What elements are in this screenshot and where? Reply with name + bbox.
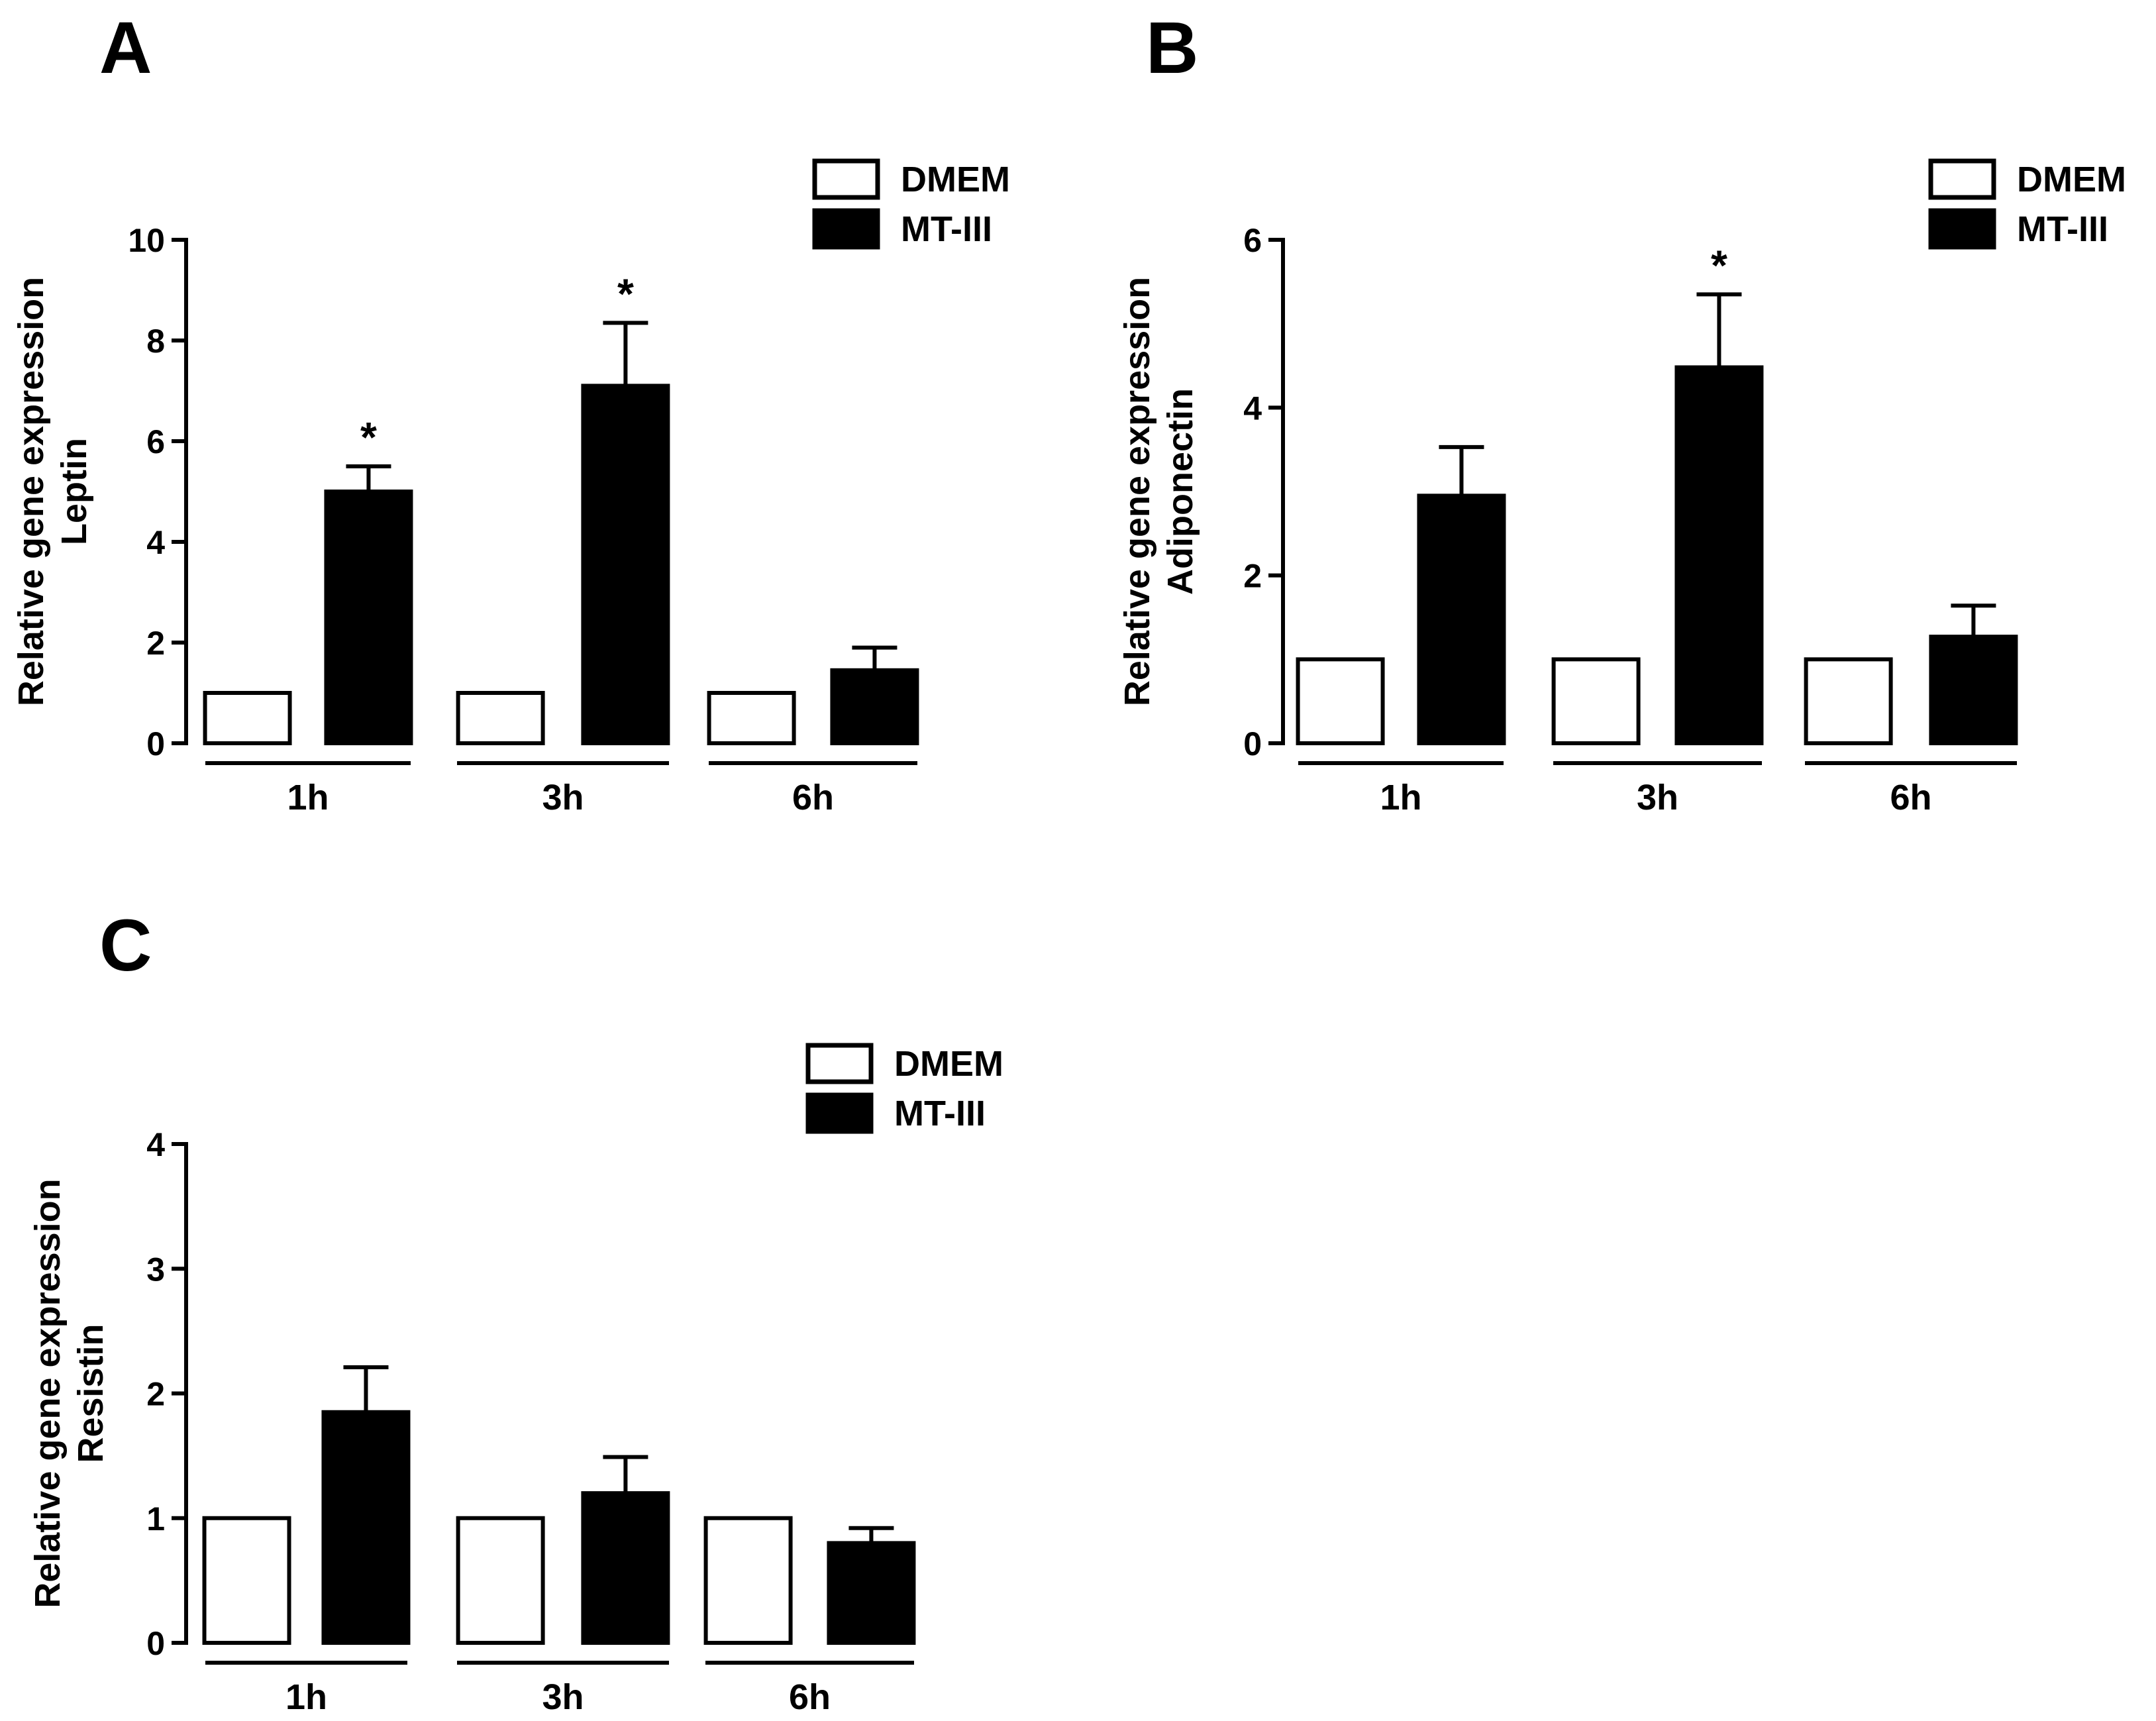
- y-tick-label: 4: [1243, 390, 1262, 427]
- y-tick-label: 6: [146, 423, 165, 460]
- y-tick-label: 0: [146, 1625, 165, 1662]
- bar-dmem-1h: [1296, 657, 1385, 745]
- panel-b: B 0 2 4 6 Relative gene expression Adiponectin…: [1117, 7, 2126, 817]
- x-category-label: 1h: [287, 778, 329, 817]
- panel-letter: B: [1146, 7, 1198, 89]
- y-tick-label: 0: [1243, 725, 1262, 762]
- bar-mt-iii-6h: [830, 668, 919, 745]
- y-tick-label: 3: [146, 1251, 165, 1288]
- legend-label-dmem: DMEM: [901, 160, 1010, 199]
- legend-label-mt-iii: MT-III: [894, 1094, 986, 1133]
- legend-swatch-mt-iii: [812, 208, 880, 250]
- legend-swatch-mt-iii: [805, 1092, 874, 1134]
- bar-dmem-3h: [1551, 657, 1641, 745]
- y-tick-label: 0: [146, 725, 165, 762]
- significance-marker: *: [617, 270, 634, 317]
- y-tick-label: 10: [128, 222, 165, 259]
- bar-dmem-6h: [703, 1516, 793, 1645]
- y-tick-label: 4: [146, 524, 165, 561]
- significance-marker: *: [1711, 241, 1727, 289]
- bar-mt-iii-6h: [827, 1541, 916, 1645]
- bar-dmem-3h: [456, 691, 545, 745]
- x-category-label: 3h: [542, 778, 584, 817]
- bar-mt-iii-1h: [321, 1410, 411, 1645]
- panel-letter: C: [99, 905, 152, 986]
- bar-mt-iii-1h: [1417, 494, 1506, 745]
- x-category-label: 3h: [1637, 778, 1678, 817]
- legend-label-mt-iii: MT-III: [901, 209, 992, 249]
- bar-dmem-1h: [203, 691, 292, 745]
- bar-mt-iii-3h: [581, 384, 670, 745]
- bar-mt-iii-3h: [1674, 365, 1764, 745]
- bar-mt-iii-1h: [324, 490, 413, 745]
- significance-marker: *: [360, 413, 377, 461]
- x-category-label: 3h: [542, 1677, 584, 1717]
- bar-dmem-6h: [707, 691, 796, 745]
- legend-swatch-dmem: [805, 1043, 874, 1084]
- y-axis-label: Relative gene expression: [11, 277, 51, 706]
- legend-label-mt-iii: MT-III: [2017, 209, 2108, 249]
- legend-label-dmem: DMEM: [894, 1044, 1003, 1084]
- x-category-label: 6h: [789, 1677, 831, 1717]
- panel-letter: A: [99, 7, 152, 89]
- y-tick-label: 4: [146, 1126, 165, 1163]
- x-category-label: 1h: [285, 1677, 327, 1717]
- bar-mt-iii-3h: [581, 1491, 670, 1645]
- panel-c: C 0 1 2 3 4 Relative gene expression Resistin 1h…: [28, 905, 1003, 1717]
- legend-swatch-mt-iii: [1928, 208, 1996, 250]
- bar-dmem-1h: [202, 1516, 291, 1645]
- panel-a: A 0 2 4 6 8 10 Relative gene expression Leptin * 1…: [11, 7, 1010, 817]
- y-tick-label: 8: [146, 323, 165, 360]
- bar-dmem-3h: [456, 1516, 545, 1645]
- y-axis-sublabel: Leptin: [54, 438, 94, 545]
- y-axis-label: Relative gene expression: [1117, 277, 1157, 706]
- bar-dmem-6h: [1804, 657, 1893, 745]
- y-axis-sublabel: Adiponectin: [1160, 388, 1200, 595]
- y-tick-label: 2: [1243, 558, 1262, 595]
- y-tick-label: 2: [146, 1376, 165, 1413]
- legend-swatch-dmem: [1928, 158, 1996, 200]
- x-category-label: 6h: [1890, 778, 1931, 817]
- x-category-label: 6h: [792, 778, 834, 817]
- bar-mt-iii-6h: [1929, 635, 2018, 746]
- y-tick-label: 1: [146, 1500, 165, 1538]
- x-category-label: 1h: [1380, 778, 1421, 817]
- y-tick-label: 6: [1243, 222, 1262, 259]
- y-axis-sublabel: Resistin: [71, 1324, 111, 1463]
- legend-swatch-dmem: [812, 158, 880, 200]
- y-axis-label: Relative gene expression: [28, 1178, 68, 1608]
- legend-label-dmem: DMEM: [2017, 160, 2126, 199]
- y-tick-label: 2: [146, 625, 165, 662]
